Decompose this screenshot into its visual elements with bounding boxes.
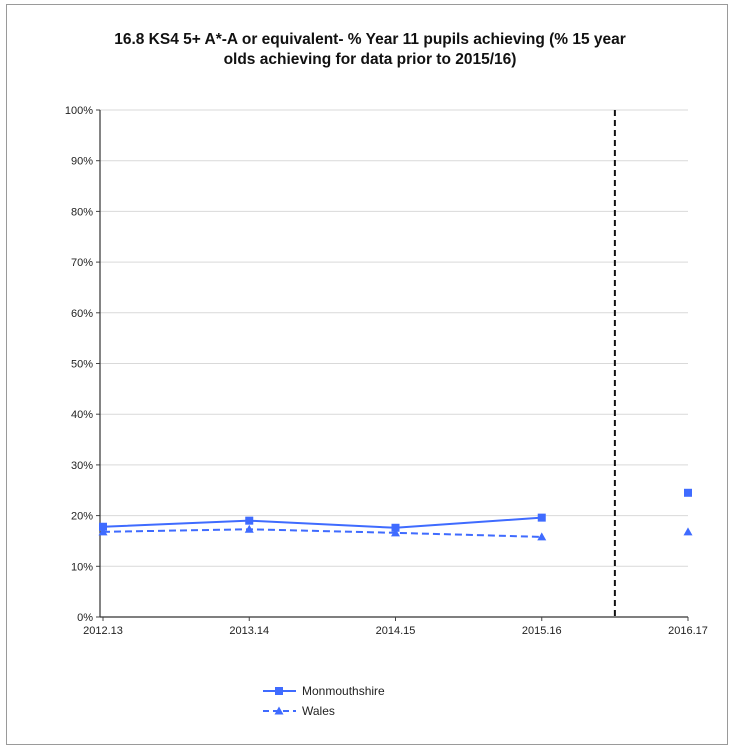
y-tick-label: 60% (71, 308, 93, 320)
x-tick-label: 2016.17 (668, 625, 708, 637)
legend-item-monmouthshire: Monmouthshire (263, 684, 385, 698)
series-line-wales (102, 528, 542, 538)
legend-item-wales: Wales (263, 704, 335, 718)
y-tick-label: 90% (71, 156, 93, 168)
data-point-wales (98, 527, 108, 536)
x-tick-labels: 2012.13 2013.14 2014.15 2015.16 2016.17 (83, 625, 708, 637)
legend-label-monmouthshire: Monmouthshire (302, 684, 385, 698)
legend-label-wales: Wales (302, 704, 335, 718)
series-wales (98, 524, 693, 541)
data-point-monmouthshire (99, 522, 107, 531)
series-line-monmouthshire (102, 516, 542, 529)
data-point-monmouthshire (684, 488, 692, 497)
axes (96, 109, 689, 621)
legend-marker-wales (274, 706, 284, 715)
y-tick-label: 80% (71, 206, 93, 218)
data-point-wales (391, 528, 400, 537)
legend: Monmouthshire Wales (263, 684, 385, 718)
y-tick-label: 0% (77, 612, 93, 624)
y-tick-label: 20% (71, 511, 93, 523)
y-tick-label: 70% (71, 257, 93, 269)
x-tick-label: 2014.15 (376, 625, 416, 637)
y-tick-labels: 0% 10% 20% 30% 40% 50% 60% 70% 80% 90% 100% (65, 105, 93, 624)
data-point-wales (537, 532, 547, 541)
x-tick-label: 2012.13 (83, 625, 123, 637)
y-tick-label: 30% (71, 460, 93, 472)
y-tick-label: 100% (65, 105, 93, 117)
data-point-wales (683, 527, 693, 536)
data-point-wales (244, 524, 254, 533)
chart-title: 16.8 KS4 5+ A*-A or equivalent- % Year 1… (40, 30, 700, 70)
y-tick-label: 40% (71, 409, 93, 421)
data-point-monmouthshire (537, 513, 546, 522)
chart-title-line-1: 16.8 KS4 5+ A*-A or equivalent- % Year 1… (114, 31, 626, 48)
legend-marker-monmouthshire (275, 687, 283, 695)
data-point-monmouthshire (391, 523, 400, 532)
x-tick-label: 2013.14 (229, 625, 269, 637)
data-point-monmouthshire (245, 516, 254, 525)
chart-title-line-2: olds achieving for data prior to 2015/16… (223, 51, 517, 68)
x-tick-label: 2015.16 (522, 625, 562, 637)
gridlines (100, 109, 688, 567)
y-tick-label: 10% (71, 561, 93, 573)
y-tick-label: 50% (71, 359, 93, 371)
series-group (98, 488, 693, 541)
chart-frame (6, 4, 728, 745)
series-monmouthshire (99, 488, 692, 532)
